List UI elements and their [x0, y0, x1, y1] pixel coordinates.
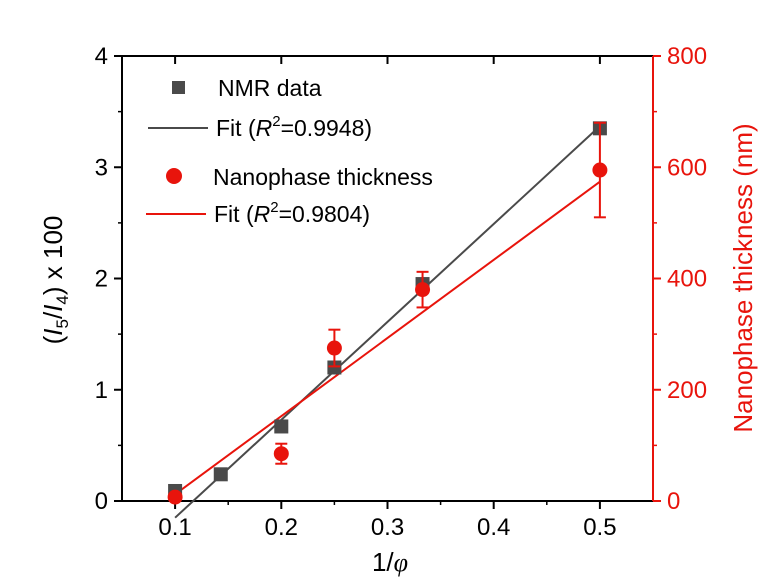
legend-label-thickness-fit: Fit (R2=0.9804): [214, 199, 370, 227]
x-tick-label: 0.4: [477, 514, 510, 541]
y-tick-label-left: 1: [95, 377, 108, 404]
thickness-data-point: [326, 340, 342, 356]
y-title-i5: I: [38, 329, 68, 336]
y-tick-label-right: 600: [667, 154, 707, 181]
x-axis-title-one: 1/: [372, 547, 394, 577]
y-axis-title-left: (I5/I4) x 100: [38, 216, 72, 345]
legend-nmr-fit-suffix: =0.9948): [281, 115, 372, 141]
legend-thickness-fit-prefix: Fit (: [214, 201, 254, 227]
fit-line-nmr: [174, 125, 601, 519]
x-axis-title: 1/φ: [372, 547, 408, 577]
y-title-i4: I: [38, 305, 68, 312]
legend-thickness-fit-suffix: =0.9804): [279, 201, 370, 227]
x-tick-label: 0.2: [265, 514, 298, 541]
legend-label-nmr: NMR data: [218, 75, 322, 101]
x-tick-label: 0.1: [158, 514, 191, 541]
y-axis-title-right: Nanophase thickness (nm): [728, 123, 758, 432]
nmr-data-point: [327, 360, 342, 375]
y-tick-label-right: 0: [667, 488, 680, 515]
x-tick-label: 0.5: [583, 514, 616, 541]
y-tick-label-left: 4: [95, 43, 108, 70]
x-tick-label: 0.3: [371, 514, 404, 541]
legend-thickness-fit-sup: 2: [270, 199, 278, 216]
legend-nmr-fit-sup: 2: [272, 113, 280, 130]
y-tick-label-right: 400: [667, 266, 707, 293]
legend-marker-nmr: [172, 81, 185, 94]
y-title-rest: ) x 100: [38, 216, 68, 296]
legend-nmr-fit-prefix: Fit (: [216, 115, 256, 141]
legend-nmr-fit-r: R: [256, 115, 273, 141]
y-tick-label-left: 3: [95, 154, 108, 181]
legend-label-nmr-fit: Fit (R2=0.9948): [216, 113, 372, 141]
axis-ticks: 0.1 0.2 0.3 0.4 0.5 0 1 2 3 4 0 200 400 600 800: [95, 43, 707, 541]
thickness-data-point: [273, 446, 289, 462]
x-axis-title-phi: φ: [394, 548, 408, 577]
y-title-sub4: 4: [53, 295, 72, 304]
y-title-slash: /: [38, 311, 68, 319]
thickness-data-point: [592, 162, 608, 178]
y-title-sub5: 5: [53, 319, 72, 328]
y-title-open: (: [38, 335, 68, 344]
y-tick-label-right: 800: [667, 43, 707, 70]
legend-thickness-fit-r: R: [254, 201, 271, 227]
legend-marker-thickness: [166, 168, 182, 184]
series-layer: [167, 121, 608, 519]
nmr-data-point: [213, 467, 228, 482]
nmr-data-point: [274, 419, 289, 434]
legend: NMR data Fit (R2=0.9948) Nanophase thick…: [146, 75, 433, 227]
y-tick-label-left: 2: [95, 266, 108, 293]
thickness-data-point: [415, 282, 431, 298]
y-tick-label-left: 0: [95, 488, 108, 515]
y-tick-label-right: 200: [667, 377, 707, 404]
thickness-data-point: [167, 489, 183, 505]
plot-frame: [121, 55, 654, 502]
legend-label-thickness: Nanophase thickness: [213, 164, 433, 190]
fit-line-thickness: [174, 180, 601, 496]
